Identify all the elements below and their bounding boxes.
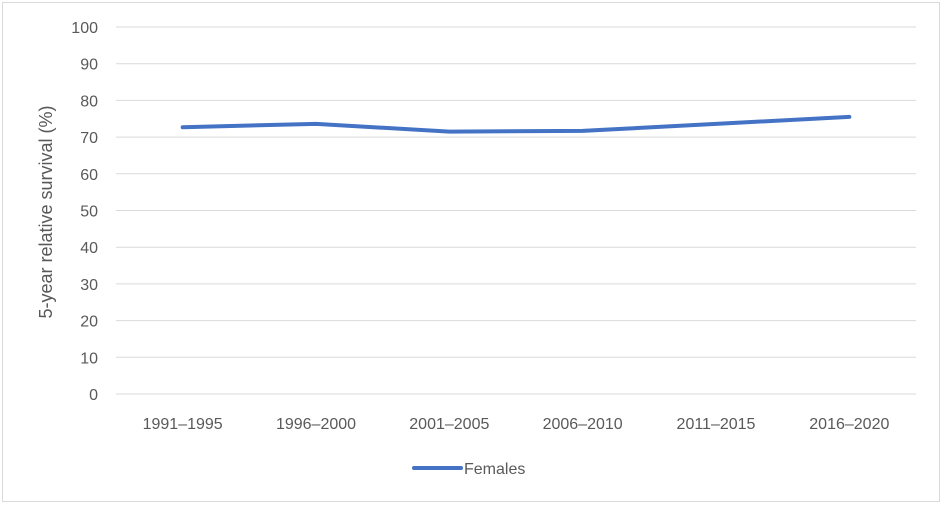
x-tick-label: 2011–2015 (677, 416, 756, 433)
series-line-females (180, 114, 852, 134)
y-tick-label: 60 (80, 167, 98, 184)
y-tick-label: 0 (89, 387, 98, 404)
y-tick-label: 100 (71, 20, 98, 37)
x-tick-labels: 1991–1995 1996–2000 2001–2005 2006–2010 2011… (143, 416, 890, 433)
x-tick-label: 1996–2000 (276, 416, 356, 433)
y-tick-label: 70 (80, 130, 98, 147)
y-tick-label: 40 (80, 240, 98, 257)
series-lines (180, 114, 852, 134)
gridlines (116, 26, 916, 395)
y-tick-label: 20 (80, 314, 98, 331)
x-tick-label: 2001–2005 (409, 416, 489, 433)
y-tick-label: 30 (80, 277, 98, 294)
y-tick-label: 80 (80, 93, 98, 110)
y-tick-label: 50 (80, 204, 98, 221)
y-tick-label: 90 (80, 57, 98, 74)
y-tick-label: 10 (80, 350, 98, 367)
x-tick-label: 2016–2020 (809, 416, 889, 433)
legend: Females (412, 461, 525, 478)
x-tick-label: 1991–1995 (143, 416, 223, 433)
y-axis-label: 5-year relative survival (%) (36, 105, 56, 318)
x-tick-label: 2006–2010 (543, 416, 623, 433)
legend-label-females: Females (464, 461, 525, 478)
y-tick-labels: 0 10 20 30 40 50 60 70 80 90 100 (71, 20, 98, 404)
